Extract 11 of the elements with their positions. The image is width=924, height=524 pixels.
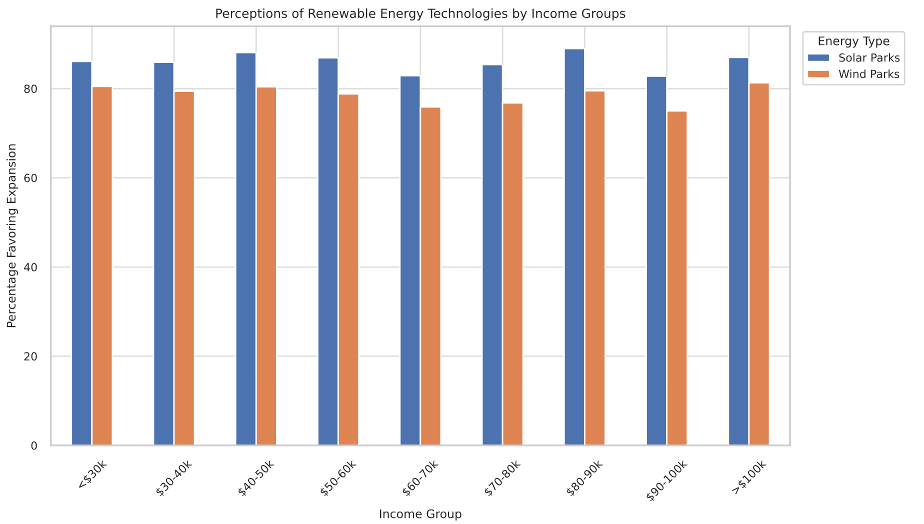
y-tick-label: 60 (24, 174, 37, 182)
legend-title: Energy Type (818, 36, 890, 48)
x-axis-title: Income Group (380, 509, 462, 521)
y-tick-label: 40 (24, 262, 37, 272)
y-tick-label: 20 (24, 352, 37, 361)
y-tick-label: 0 (31, 441, 37, 450)
y-tick-label: 80 (24, 84, 37, 94)
chart-title: Perceptions of Renewable Energy Technologies by Income Groups (216, 8, 626, 20)
legend-label: Wind Parks (838, 69, 900, 78)
legend-label: Solar Parks (839, 53, 900, 62)
y-axis-title: Percentage Favoring Expansion (6, 144, 18, 328)
